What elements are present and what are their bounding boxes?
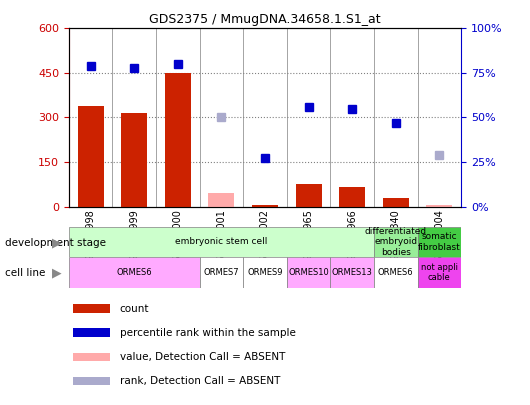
Text: ORMES7: ORMES7: [204, 268, 239, 277]
Text: value, Detection Call = ABSENT: value, Detection Call = ABSENT: [120, 352, 285, 362]
Text: cell line: cell line: [5, 269, 46, 278]
Bar: [374, 257, 418, 288]
Text: differentiated
embryoid
bodies: differentiated embryoid bodies: [365, 227, 427, 257]
Bar: [208, 193, 234, 207]
Text: development stage: development stage: [5, 238, 107, 248]
Bar: [200, 257, 243, 288]
Text: ORMES10: ORMES10: [288, 268, 329, 277]
Title: GDS2375 / MmugDNA.34658.1.S1_at: GDS2375 / MmugDNA.34658.1.S1_at: [149, 13, 381, 26]
Text: ORMES9: ORMES9: [248, 268, 282, 277]
Bar: [243, 257, 287, 288]
Bar: [252, 205, 278, 207]
Bar: [69, 227, 374, 257]
Text: percentile rank within the sample: percentile rank within the sample: [120, 328, 295, 338]
Text: ▶: ▶: [52, 237, 62, 249]
Bar: [374, 227, 418, 257]
Bar: [339, 187, 365, 207]
Text: count: count: [120, 304, 149, 314]
Bar: [77, 106, 104, 207]
Bar: [330, 257, 374, 288]
Bar: [383, 198, 409, 207]
Bar: [73, 377, 110, 385]
Bar: [165, 73, 191, 207]
Bar: [73, 352, 110, 361]
Text: rank, Detection Call = ABSENT: rank, Detection Call = ABSENT: [120, 376, 280, 386]
Text: embryonic stem cell: embryonic stem cell: [175, 237, 268, 247]
Bar: [418, 257, 461, 288]
Text: not appli
cable: not appli cable: [421, 263, 458, 282]
Bar: [296, 184, 322, 207]
Bar: [73, 328, 110, 337]
Bar: [73, 305, 110, 313]
Bar: [69, 257, 200, 288]
Text: ▶: ▶: [52, 267, 62, 280]
Text: ORMES6: ORMES6: [117, 268, 152, 277]
Text: ORMES13: ORMES13: [332, 268, 373, 277]
Bar: [418, 227, 461, 257]
Bar: [287, 257, 330, 288]
Bar: [426, 205, 453, 207]
Text: ORMES6: ORMES6: [378, 268, 413, 277]
Bar: [121, 113, 147, 207]
Text: somatic
fibroblast: somatic fibroblast: [418, 232, 461, 252]
